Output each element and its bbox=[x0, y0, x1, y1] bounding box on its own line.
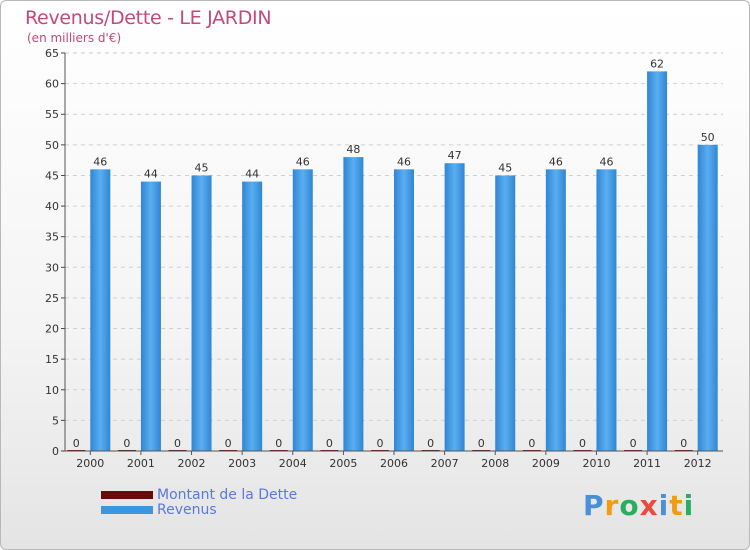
logo-letter: t bbox=[669, 489, 684, 522]
x-tick-label: 2002 bbox=[178, 457, 206, 470]
data-label-revenus: 50 bbox=[701, 131, 715, 144]
data-label-revenus: 44 bbox=[245, 168, 259, 181]
data-label-dette: 0 bbox=[579, 437, 586, 450]
data-label-dette: 0 bbox=[123, 437, 130, 450]
y-tick-label: 40 bbox=[45, 200, 59, 213]
y-tick-label: 5 bbox=[52, 414, 59, 427]
x-tick-label: 2007 bbox=[431, 457, 459, 470]
bar-revenus bbox=[596, 169, 617, 452]
logo-letter: o bbox=[619, 489, 640, 522]
bar-layer bbox=[67, 71, 718, 452]
data-label-dette: 0 bbox=[174, 437, 181, 450]
data-label-revenus: 47 bbox=[448, 149, 462, 162]
y-tick-label: 55 bbox=[45, 108, 59, 121]
data-label-dette: 0 bbox=[275, 437, 282, 450]
legend-label-dette: Montant de la Dette bbox=[157, 486, 298, 503]
bar-revenus bbox=[545, 169, 566, 452]
data-label-dette: 0 bbox=[427, 437, 434, 450]
x-tick-label: 2005 bbox=[329, 457, 357, 470]
x-tick-label: 2008 bbox=[481, 457, 509, 470]
y-tick-label: 45 bbox=[45, 169, 59, 182]
logo-letter: i bbox=[658, 489, 670, 522]
logo-letter: i bbox=[683, 489, 695, 522]
bar-revenus bbox=[647, 71, 668, 451]
data-label-revenus: 46 bbox=[296, 155, 310, 168]
proxiti-logo: Proxiti bbox=[583, 489, 694, 522]
bar-revenus bbox=[394, 169, 414, 452]
data-label-dette: 0 bbox=[528, 437, 535, 450]
chart-title: Revenus/Dette - LE JARDIN bbox=[25, 7, 272, 29]
data-label-dette: 0 bbox=[377, 437, 384, 450]
data-label-dette: 0 bbox=[225, 437, 232, 450]
label-layer: 0 46 0 44 0 45 0 44 0 46 0 48 0 46 0 47 0 45 0 46 0 46 0 62 0 50 bbox=[73, 57, 715, 450]
bar-revenus bbox=[140, 181, 161, 452]
data-label-dette: 0 bbox=[73, 437, 80, 450]
x-tick-label: 2012 bbox=[684, 457, 712, 470]
data-label-revenus: 46 bbox=[93, 155, 107, 168]
legend-item-revenus: Revenus bbox=[101, 501, 297, 518]
data-label-revenus: 62 bbox=[650, 57, 664, 70]
logo-letter: r bbox=[604, 489, 620, 522]
y-tick-label: 0 bbox=[52, 445, 59, 458]
x-tick-label: 2001 bbox=[127, 457, 155, 470]
y-tick-label: 35 bbox=[45, 231, 59, 244]
logo-letter: P bbox=[583, 489, 605, 522]
bar-revenus bbox=[292, 169, 313, 452]
data-label-revenus: 46 bbox=[397, 155, 411, 168]
data-label-revenus: 45 bbox=[195, 161, 209, 174]
x-tick-label: 2011 bbox=[633, 457, 661, 470]
legend: Montant de la Dette Revenus bbox=[101, 486, 298, 518]
y-tick-label: 60 bbox=[45, 78, 59, 91]
x-tick-label: 2003 bbox=[228, 457, 256, 470]
bar-revenus bbox=[343, 157, 364, 452]
data-label-revenus: 46 bbox=[599, 155, 613, 168]
bar-revenus bbox=[90, 169, 111, 452]
x-tick-label: 2006 bbox=[380, 457, 408, 470]
data-label-dette: 0 bbox=[630, 437, 637, 450]
y-tick-label: 25 bbox=[45, 292, 59, 305]
legend-label-revenus: Revenus bbox=[157, 501, 217, 518]
x-tick-label: 2004 bbox=[279, 457, 307, 470]
data-label-revenus: 46 bbox=[549, 155, 563, 168]
data-label-dette: 0 bbox=[680, 437, 687, 450]
x-tick-label: 2010 bbox=[582, 457, 610, 470]
y-tick-label: 20 bbox=[45, 323, 59, 336]
legend-swatch-dette bbox=[101, 490, 153, 499]
y-tick-label: 10 bbox=[45, 384, 59, 397]
y-tick-label: 65 bbox=[45, 47, 59, 60]
data-label-revenus: 48 bbox=[346, 143, 360, 156]
data-label-dette: 0 bbox=[326, 437, 333, 450]
bar-revenus bbox=[242, 181, 263, 452]
x-tick-label: 2009 bbox=[532, 457, 560, 470]
y-tick-label: 50 bbox=[45, 139, 59, 152]
legend-item-dette: Montant de la Dette bbox=[101, 486, 298, 503]
chart-subtitle: (en milliers d'€) bbox=[27, 31, 122, 45]
y-tick-label: 15 bbox=[45, 353, 59, 366]
bar-revenus bbox=[191, 175, 212, 451]
data-label-dette: 0 bbox=[478, 437, 485, 450]
bar-revenus bbox=[495, 175, 516, 451]
bar-revenus bbox=[697, 144, 718, 451]
legend-swatch-revenus bbox=[101, 505, 153, 514]
x-tick-label: 2000 bbox=[76, 457, 104, 470]
logo-letter: x bbox=[639, 489, 659, 522]
data-label-revenus: 45 bbox=[498, 161, 512, 174]
bar-revenus bbox=[444, 163, 465, 451]
axis-layer: 0 5 10 15 20 25 30 35 40 45 50 55 60 65 2000 2001 2002 20… bbox=[45, 47, 723, 470]
y-tick-label: 30 bbox=[45, 261, 59, 274]
data-label-revenus: 44 bbox=[144, 168, 158, 181]
